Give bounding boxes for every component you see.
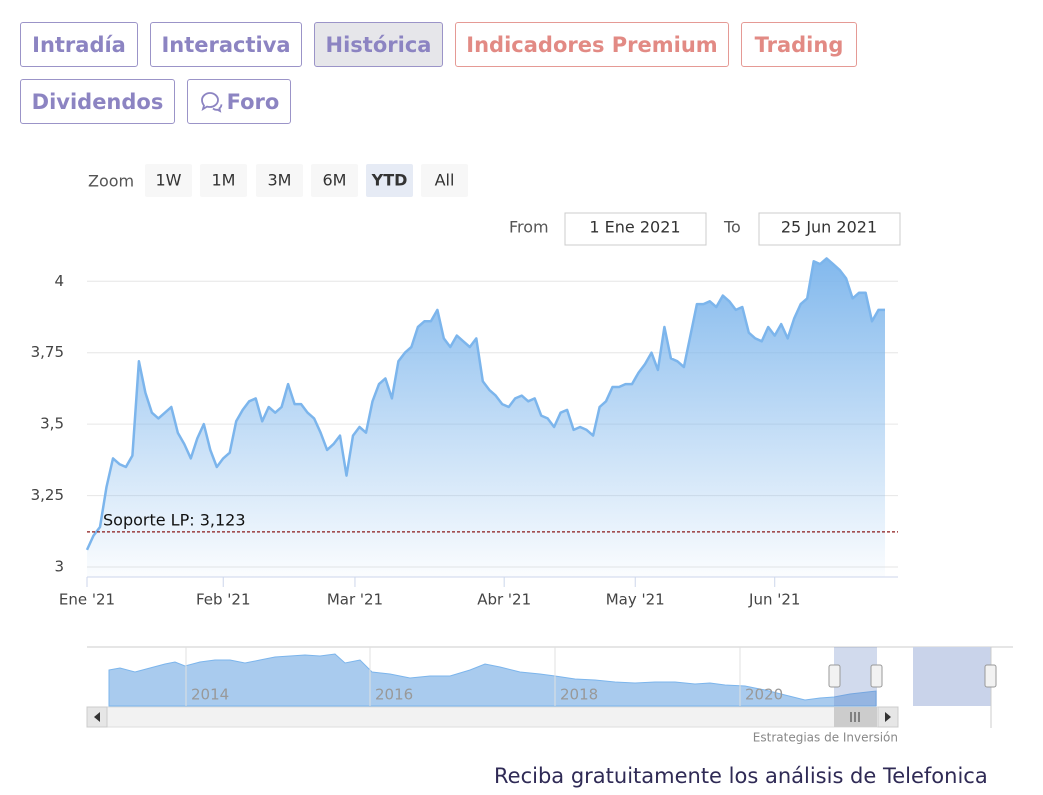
tab[interactable]: Intradía — [20, 22, 138, 67]
arrow — [94, 712, 100, 722]
navigator-series — [108, 653, 877, 707]
zoom-button[interactable] — [311, 164, 358, 197]
navigator-handle[interactable] — [870, 664, 883, 688]
tab[interactable]: Trading — [741, 22, 857, 67]
y-tick-label: 4 — [54, 272, 64, 290]
tab[interactable]: Foro — [187, 79, 291, 124]
area-fill — [87, 258, 886, 577]
to-input[interactable] — [758, 212, 901, 246]
navigator-mask[interactable] — [834, 647, 877, 706]
series-line — [85, 257, 885, 551]
x-tick-label: Ene '21 — [59, 591, 115, 609]
navigator-handle[interactable] — [984, 664, 997, 688]
tab[interactable]: Interactiva — [150, 22, 302, 67]
x-tick-label: Abr '21 — [477, 591, 531, 609]
zoom-button[interactable] — [200, 164, 247, 197]
to-value: 25 Jun 2021 — [781, 218, 877, 237]
tab[interactable]: Dividendos — [20, 79, 175, 124]
zoom-button-label: 1W — [156, 171, 182, 190]
y-tick-label: 3,5 — [40, 415, 64, 433]
tab[interactable]: Indicadores Premium — [455, 22, 729, 67]
y-tick-label: 3,75 — [31, 343, 64, 361]
y-tick-label: 3 — [54, 558, 64, 576]
zoom-button-label: YTD — [371, 171, 408, 190]
from-value: 1 Ene 2021 — [589, 218, 680, 237]
navigator-year: 2016 — [375, 686, 413, 704]
from-label: From — [509, 218, 549, 237]
footer-text: Reciba gratuitamente los análisis de Tel… — [494, 764, 988, 788]
navigator-extra — [913, 647, 991, 706]
credit: Estrategias de Inversión — [753, 731, 898, 745]
zoom-button-label: 1M — [212, 171, 236, 190]
x-tick-label: Jun '21 — [748, 591, 800, 609]
zoom-button[interactable] — [421, 164, 468, 197]
navigator-handle[interactable] — [828, 664, 841, 688]
from-input[interactable] — [564, 212, 707, 246]
scrollbar-track[interactable] — [86, 706, 899, 728]
to-label: To — [723, 218, 741, 237]
thumb-grip — [850, 712, 860, 722]
support-label: Soporte LP: 3,123 — [103, 510, 246, 529]
zoom-button-label: 6M — [323, 171, 347, 190]
x-tick-label: May '21 — [606, 591, 665, 609]
zoom-button[interactable] — [366, 164, 413, 197]
tab-label: Foro — [226, 89, 280, 114]
zoom-label: Zoom — [88, 172, 134, 191]
navigator-year: 2020 — [745, 686, 783, 704]
arrow — [885, 712, 891, 722]
navigator-year: 2014 — [191, 686, 229, 704]
zoom-button[interactable] — [145, 164, 192, 197]
zoom-button[interactable] — [256, 164, 303, 197]
x-tick-label: Mar '21 — [327, 591, 383, 609]
zoom-button-label: 3M — [268, 171, 292, 190]
navigator-year: 2018 — [560, 686, 598, 704]
tab[interactable]: Histórica — [314, 22, 443, 67]
chat-icon — [200, 91, 222, 113]
y-tick-label: 3,25 — [31, 486, 64, 504]
x-tick-label: Feb '21 — [196, 591, 251, 609]
zoom-button-label: All — [435, 171, 455, 190]
